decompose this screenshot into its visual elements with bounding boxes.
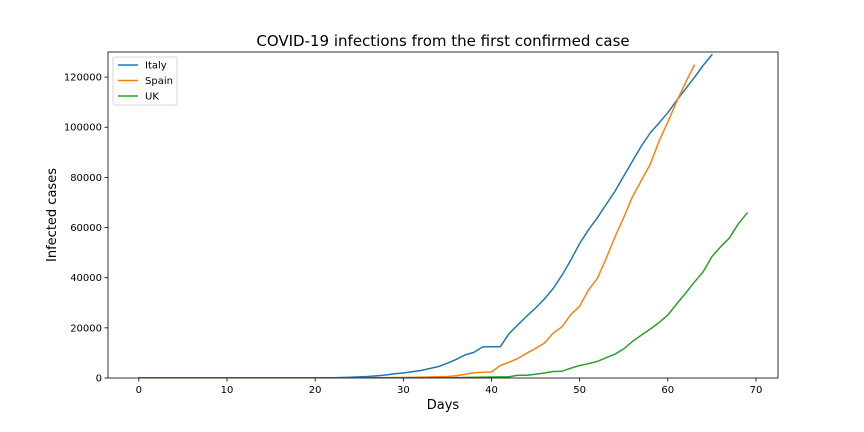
y-axis-ticks: 0 20000 40000 60000 80000 100000 120000 <box>64 73 108 385</box>
y-tick-label: 0 <box>96 374 102 385</box>
legend-label-uk: UK <box>145 92 159 103</box>
x-tick-label: 20 <box>309 385 322 396</box>
y-tick-label: 40000 <box>70 273 102 284</box>
legend: Italy Spain UK <box>112 56 178 106</box>
y-tick-label: 120000 <box>64 73 102 84</box>
legend-label-italy: Italy <box>145 61 167 72</box>
x-tick-label: 60 <box>661 385 674 396</box>
y-tick-label: 100000 <box>64 123 102 134</box>
legend-box <box>112 56 178 106</box>
x-tick-label: 0 <box>136 385 142 396</box>
x-tick-label: 50 <box>573 385 586 396</box>
legend-items: Italy Spain UK <box>118 61 173 103</box>
x-tick-label: 70 <box>750 385 763 396</box>
chart-title: COVID-19 infections from the first confi… <box>256 32 629 50</box>
x-axis-label: Days <box>427 398 460 413</box>
y-tick-label: 20000 <box>70 323 102 334</box>
series-line-spain <box>138 64 696 378</box>
series-lines <box>138 53 749 378</box>
series-line-uk <box>138 211 749 378</box>
x-axis-ticks: 0 10 20 30 40 50 60 70 <box>136 378 763 396</box>
y-axis-label: Infected cases <box>45 168 60 262</box>
y-tick-label: 60000 <box>70 223 102 234</box>
series-line-italy <box>138 53 713 378</box>
x-tick-label: 30 <box>397 385 410 396</box>
x-tick-label: 10 <box>221 385 234 396</box>
x-tick-label: 40 <box>485 385 498 396</box>
y-tick-label: 80000 <box>70 173 102 184</box>
legend-label-spain: Spain <box>145 76 173 87</box>
plot-frame <box>107 51 779 379</box>
